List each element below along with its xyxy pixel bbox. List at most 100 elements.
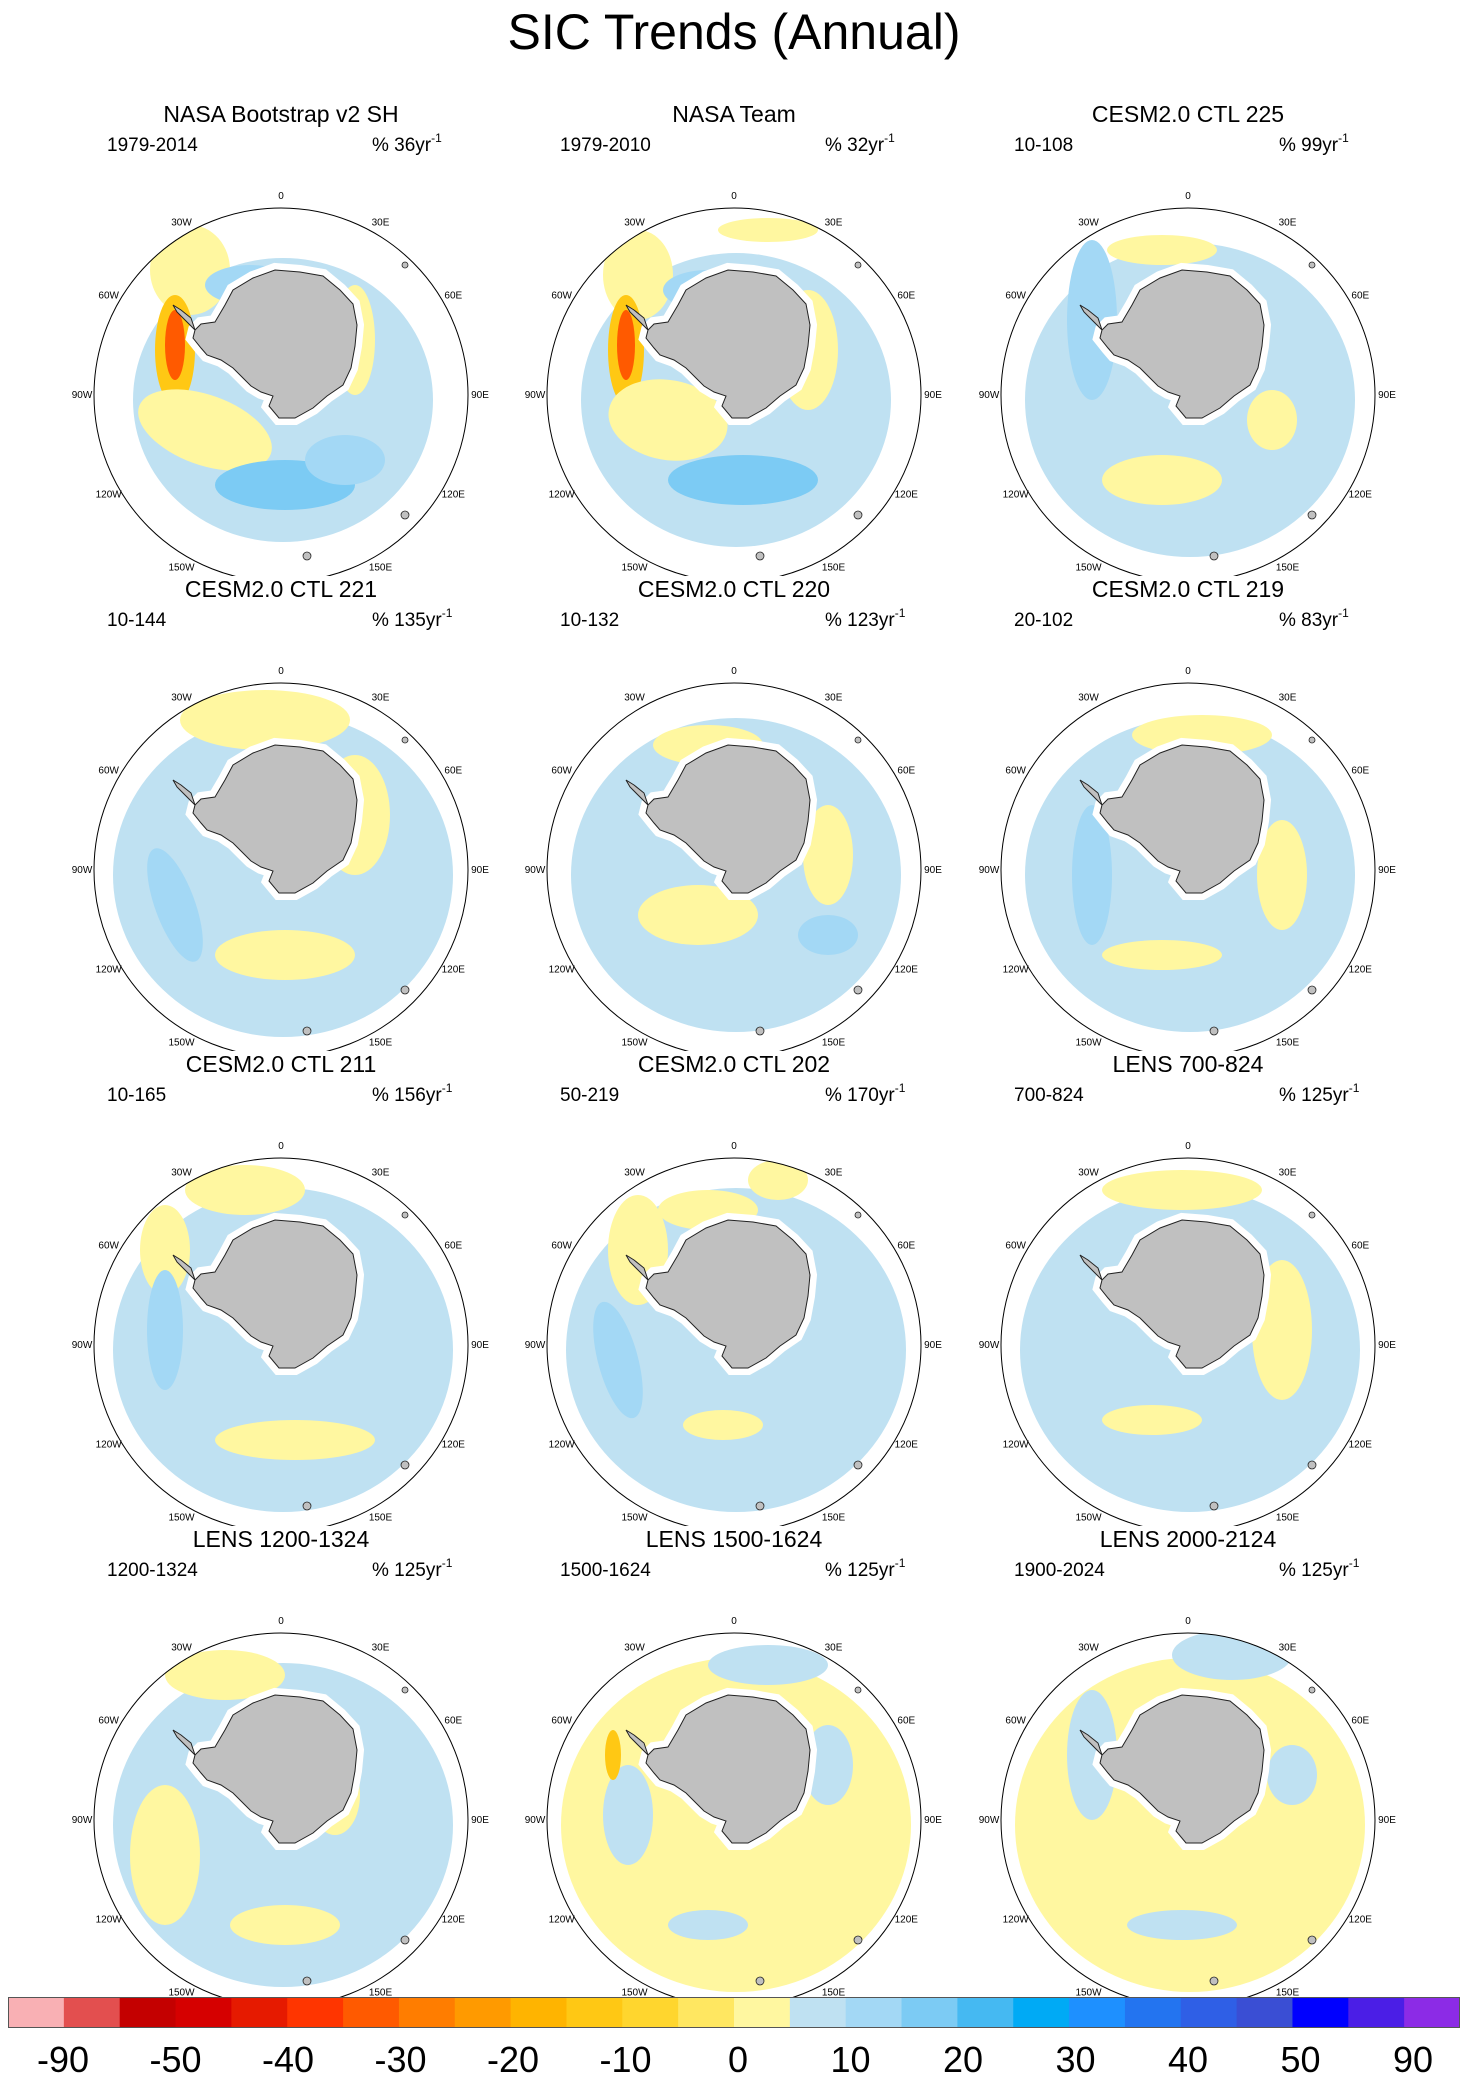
island	[1308, 261, 1316, 269]
longitude-label: 90W	[979, 1340, 1000, 1351]
longitude-label: 150W	[1075, 1037, 1102, 1048]
antarctica	[1099, 1694, 1265, 1844]
colorbar-tick-label: -50	[149, 2039, 202, 2080]
longitude-label: 90E	[924, 1815, 942, 1826]
longitude-label: 90W	[72, 1340, 93, 1351]
longitude-label: 90W	[72, 865, 93, 876]
longitude-label: 0	[731, 666, 737, 677]
longitude-label: 90E	[1378, 390, 1396, 401]
panel-period: 10-144	[107, 610, 167, 631]
longitude-label: 150E	[822, 1512, 846, 1523]
map-panel: CESM2.0 CTL 202 50-219 % 170yr-1 0 30E 60E 90E…	[508, 1050, 960, 1526]
colorbar-swatch	[175, 1997, 232, 2028]
longitude-label: 120E	[895, 1440, 919, 1451]
longitude-label: 0	[731, 1616, 737, 1627]
colorbar-tick-label: 30	[1055, 2039, 1096, 2080]
island	[401, 261, 409, 269]
longitude-label: 60W	[1005, 291, 1026, 302]
longitude-label: 150W	[1075, 1512, 1102, 1523]
map-boundary	[93, 1157, 469, 1526]
island	[755, 551, 765, 561]
longitude-label: 120E	[1349, 965, 1373, 976]
polar-map: 030E60E90E120E150E180150W120W90W60W30W	[525, 1616, 942, 2001]
colorbar-frame	[8, 1997, 1460, 2028]
longitude-label: 120W	[96, 1440, 123, 1451]
colorbar-swatch	[1236, 1997, 1293, 2028]
longitude-label: 150E	[1276, 1512, 1300, 1523]
panel-title: CESM2.0 CTL 225	[1091, 101, 1285, 127]
longitude-label: 150W	[1075, 1987, 1102, 1998]
longitude-label: 60W	[1005, 1241, 1026, 1252]
island	[755, 1976, 765, 1986]
trend-region	[603, 230, 673, 320]
trend-region	[1067, 1690, 1117, 1820]
longitude-label: 60E	[444, 1716, 462, 1727]
longitude-label: 150E	[369, 1987, 393, 1998]
longitude-label: 150E	[822, 1037, 846, 1048]
figure-title: SIC Trends (Annual)	[507, 4, 961, 60]
island	[854, 736, 862, 744]
trend-region	[165, 1650, 285, 1700]
island	[1308, 1211, 1316, 1219]
longitude-label: 60W	[1005, 766, 1026, 777]
colorbar-swatch	[8, 1997, 65, 2028]
colorbar-swatch	[622, 1997, 679, 2028]
longitude-label: 120W	[1003, 965, 1030, 976]
trend-region	[798, 915, 858, 955]
colorbar-swatch	[901, 1997, 958, 2028]
longitude-label: 120W	[96, 490, 123, 501]
island	[400, 510, 410, 520]
longitude-label: 90E	[924, 1340, 942, 1351]
island	[1209, 1976, 1219, 1986]
longitude-label: 150E	[1276, 562, 1300, 573]
island	[1209, 551, 1219, 561]
longitude-label: 60E	[1351, 291, 1369, 302]
longitude-label: 90E	[471, 1815, 489, 1826]
antarctica	[645, 1219, 811, 1369]
island	[1307, 1935, 1317, 1945]
longitude-label: 0	[278, 1141, 284, 1152]
longitude-label: 150W	[621, 1037, 648, 1048]
island	[401, 1211, 409, 1219]
longitude-label: 30W	[171, 1168, 192, 1179]
colorbar-tick-label: 10	[830, 2039, 871, 2080]
panel-period: 1900-2024	[1014, 1560, 1105, 1581]
colorbar-swatch	[119, 1997, 177, 2028]
antarctica	[192, 1219, 358, 1369]
longitude-label: 90E	[924, 865, 942, 876]
colorbar-swatch	[1404, 1997, 1460, 2028]
trend-region	[140, 1205, 190, 1295]
trend-region	[1257, 820, 1307, 930]
longitude-label: 120W	[96, 1915, 123, 1926]
colorbar-tick-label: 0	[727, 2039, 749, 2080]
longitude-label: 90W	[979, 865, 1000, 876]
longitude-label: 120E	[442, 965, 466, 976]
longitude-label: 120E	[442, 1915, 466, 1926]
longitude-label: 30E	[1279, 1643, 1297, 1654]
colorbar-swatch	[343, 1997, 400, 2028]
island	[755, 1501, 765, 1511]
longitude-label: 0	[1185, 191, 1191, 202]
trend-region	[1102, 455, 1222, 505]
longitude-label: 150W	[168, 1512, 195, 1523]
polar-map: 030E60E90E120E150E180150W120W90W60W30W	[979, 666, 1396, 1051]
panel-period: 1500-1624	[560, 1560, 651, 1581]
longitude-label: 120W	[1003, 1915, 1030, 1926]
trend-region	[215, 930, 355, 980]
trend-region	[147, 1270, 183, 1390]
longitude-label: 60W	[551, 766, 572, 777]
trend-region	[165, 310, 185, 380]
panel-trend-scale: % 125yr-1	[1279, 1080, 1360, 1106]
trend-region	[683, 1410, 763, 1440]
colorbar-swatch	[398, 1997, 456, 2028]
island	[913, 1736, 919, 1742]
longitude-label: 120E	[1349, 1440, 1373, 1451]
island	[1367, 311, 1373, 317]
antarctica	[645, 1694, 811, 1844]
colorbar-tick-label: 40	[1167, 2039, 1209, 2080]
panel-title: CESM2.0 CTL 202	[637, 1051, 831, 1077]
panel-trend-scale: % 125yr-1	[1279, 1555, 1360, 1581]
longitude-label: 120E	[1349, 1915, 1373, 1926]
longitude-label: 120E	[442, 490, 466, 501]
panel-period: 10-108	[1014, 135, 1074, 156]
